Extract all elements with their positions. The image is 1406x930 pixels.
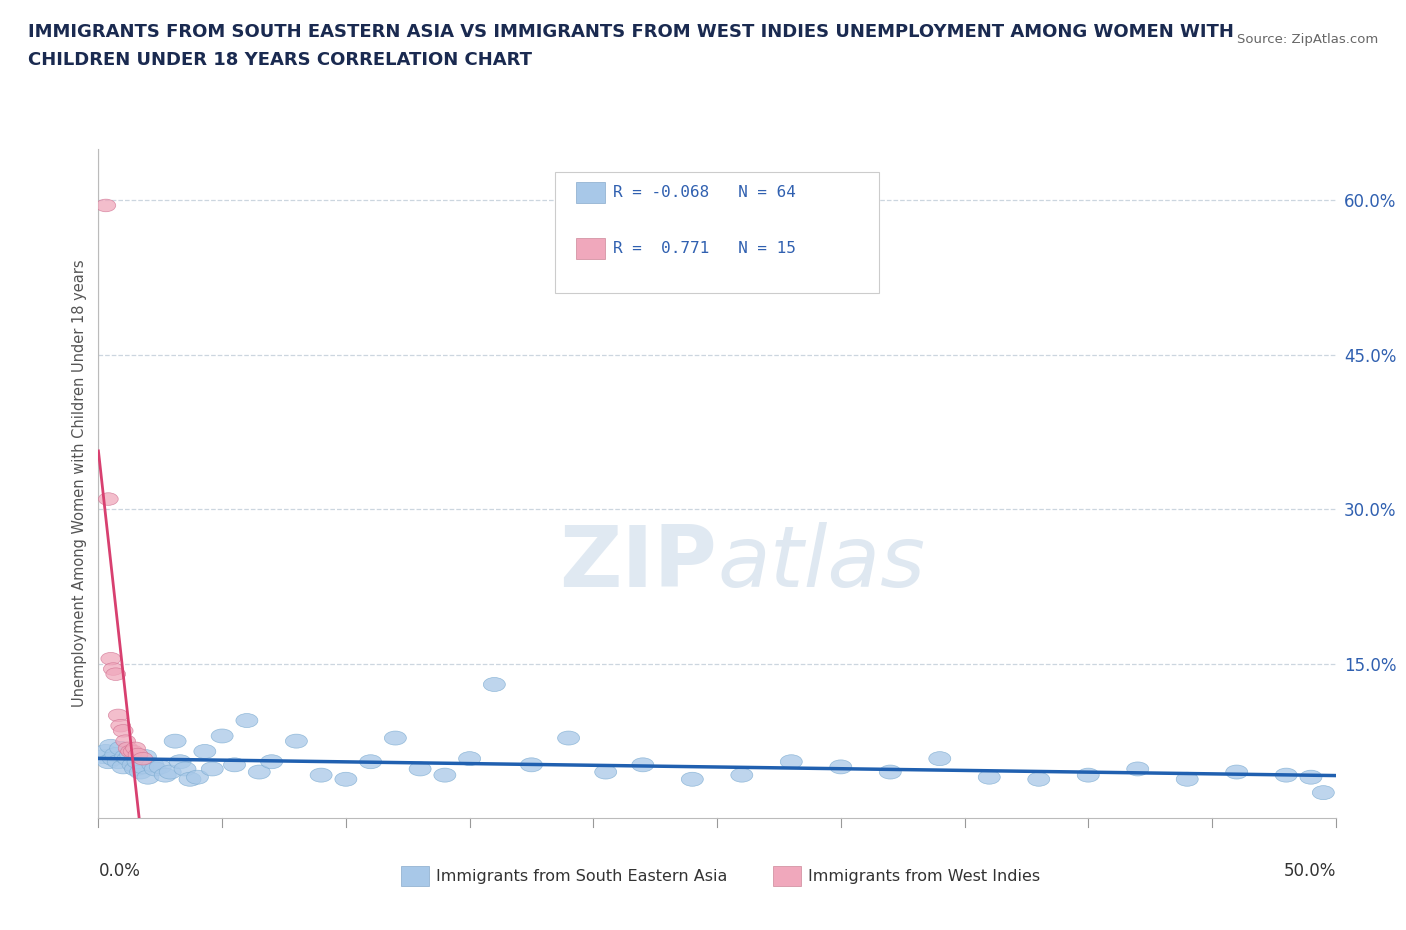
Ellipse shape xyxy=(129,765,152,779)
Ellipse shape xyxy=(114,724,134,737)
Ellipse shape xyxy=(105,668,125,681)
Ellipse shape xyxy=(1301,770,1322,784)
Ellipse shape xyxy=(149,760,172,774)
Text: atlas: atlas xyxy=(717,523,925,605)
Ellipse shape xyxy=(731,768,752,782)
Ellipse shape xyxy=(224,758,246,772)
Ellipse shape xyxy=(108,709,128,722)
Ellipse shape xyxy=(128,749,148,761)
Ellipse shape xyxy=(98,493,118,505)
Ellipse shape xyxy=(94,744,117,759)
Ellipse shape xyxy=(124,745,143,758)
Ellipse shape xyxy=(136,770,159,784)
Ellipse shape xyxy=(97,755,120,769)
Text: IMMIGRANTS FROM SOUTH EASTERN ASIA VS IMMIGRANTS FROM WEST INDIES UNEMPLOYMENT A: IMMIGRANTS FROM SOUTH EASTERN ASIA VS IM… xyxy=(28,23,1234,41)
Ellipse shape xyxy=(211,729,233,743)
Ellipse shape xyxy=(115,735,135,748)
Ellipse shape xyxy=(458,751,481,765)
Ellipse shape xyxy=(125,742,145,754)
Ellipse shape xyxy=(174,762,195,776)
Ellipse shape xyxy=(159,765,181,779)
Ellipse shape xyxy=(179,772,201,786)
Text: Source: ZipAtlas.com: Source: ZipAtlas.com xyxy=(1237,33,1378,46)
Ellipse shape xyxy=(335,772,357,786)
Ellipse shape xyxy=(101,653,121,665)
Ellipse shape xyxy=(194,744,217,759)
Y-axis label: Unemployment Among Women with Children Under 18 years: Unemployment Among Women with Children U… xyxy=(72,259,87,708)
Ellipse shape xyxy=(285,734,308,748)
Ellipse shape xyxy=(134,752,153,765)
Ellipse shape xyxy=(142,758,165,772)
Ellipse shape xyxy=(595,765,617,779)
Ellipse shape xyxy=(104,748,127,762)
Ellipse shape xyxy=(1275,768,1298,782)
Ellipse shape xyxy=(115,750,136,764)
Text: ZIP: ZIP xyxy=(560,523,717,605)
Ellipse shape xyxy=(360,755,381,769)
Ellipse shape xyxy=(110,741,132,755)
Ellipse shape xyxy=(979,770,1000,784)
Ellipse shape xyxy=(187,770,208,784)
Ellipse shape xyxy=(155,768,176,782)
Ellipse shape xyxy=(132,760,155,774)
Ellipse shape xyxy=(93,750,114,764)
Ellipse shape xyxy=(100,739,122,753)
Ellipse shape xyxy=(1028,772,1050,786)
Text: R =  0.771   N = 15: R = 0.771 N = 15 xyxy=(613,241,796,256)
Ellipse shape xyxy=(117,751,139,765)
Ellipse shape xyxy=(127,755,149,769)
Ellipse shape xyxy=(1312,786,1334,800)
Ellipse shape xyxy=(111,720,131,732)
Text: R = -0.068   N = 64: R = -0.068 N = 64 xyxy=(613,185,796,200)
Ellipse shape xyxy=(434,768,456,782)
Text: CHILDREN UNDER 18 YEARS CORRELATION CHART: CHILDREN UNDER 18 YEARS CORRELATION CHAR… xyxy=(28,51,531,69)
Ellipse shape xyxy=(104,663,124,675)
Ellipse shape xyxy=(929,751,950,765)
Ellipse shape xyxy=(236,713,257,727)
Text: Immigrants from West Indies: Immigrants from West Indies xyxy=(808,869,1040,883)
Ellipse shape xyxy=(1077,768,1099,782)
Ellipse shape xyxy=(249,765,270,779)
Ellipse shape xyxy=(112,760,134,774)
Ellipse shape xyxy=(120,748,142,762)
Ellipse shape xyxy=(201,762,224,776)
Ellipse shape xyxy=(631,758,654,772)
Ellipse shape xyxy=(780,755,803,769)
Ellipse shape xyxy=(118,742,138,754)
Text: 0.0%: 0.0% xyxy=(98,862,141,880)
Ellipse shape xyxy=(260,755,283,769)
Ellipse shape xyxy=(145,762,166,776)
Ellipse shape xyxy=(520,758,543,772)
Ellipse shape xyxy=(484,677,505,692)
Text: Immigrants from South Eastern Asia: Immigrants from South Eastern Asia xyxy=(436,869,727,883)
Ellipse shape xyxy=(165,734,186,748)
Ellipse shape xyxy=(96,199,115,212)
Ellipse shape xyxy=(125,762,146,776)
Ellipse shape xyxy=(409,762,432,776)
Ellipse shape xyxy=(1126,762,1149,776)
Ellipse shape xyxy=(135,750,156,764)
Ellipse shape xyxy=(311,768,332,782)
Ellipse shape xyxy=(103,751,124,765)
Ellipse shape xyxy=(830,760,852,774)
Ellipse shape xyxy=(879,765,901,779)
Ellipse shape xyxy=(1177,772,1198,786)
Text: 50.0%: 50.0% xyxy=(1284,862,1336,880)
Ellipse shape xyxy=(682,772,703,786)
Ellipse shape xyxy=(169,755,191,769)
Ellipse shape xyxy=(121,745,141,758)
Ellipse shape xyxy=(107,755,129,769)
Ellipse shape xyxy=(558,731,579,745)
Ellipse shape xyxy=(384,731,406,745)
Ellipse shape xyxy=(1226,765,1247,779)
Ellipse shape xyxy=(122,758,143,772)
